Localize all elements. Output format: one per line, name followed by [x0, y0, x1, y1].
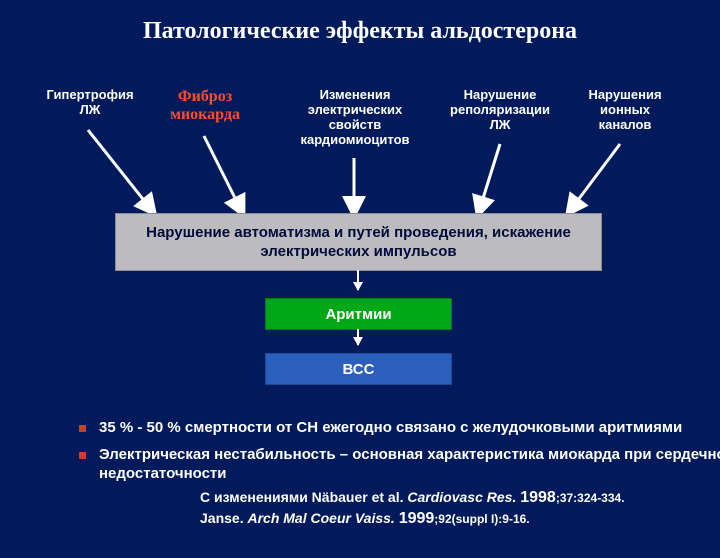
bullet-list: 35 % - 50 % смертности от СН ежегодно св…: [35, 419, 720, 491]
box-conduction: Нарушение автоматизма и путей проведения…: [115, 213, 602, 271]
slide-title: Патологические эффекты альдостерона: [0, 18, 720, 45]
box-arrhythmia: Аритмии: [265, 298, 452, 330]
cause-3: НарушениереполяризацииЛЖ: [440, 88, 560, 133]
causes-row: ГипертрофияЛЖ Фиброзмиокарда Измененияэлек…: [0, 88, 720, 178]
ref1-it: Cardiovasc Res.: [407, 489, 516, 505]
box1-text: Нарушение автоматизма и путей проведения…: [116, 223, 601, 262]
cause-0: ГипертрофияЛЖ: [40, 88, 140, 118]
box-scd: ВСС: [265, 353, 452, 385]
box3-text: ВСС: [343, 361, 375, 378]
flow-arrow-1: [357, 329, 359, 345]
cause-1: Фиброзмиокарда: [150, 88, 260, 125]
cause-4: Нарушенияионныхканалов: [575, 88, 675, 133]
ref2-pre: Janse.: [200, 510, 247, 526]
bullet-0: 35 % - 50 % смертности от СН ежегодно св…: [75, 419, 720, 438]
box2-text: Аритмии: [325, 306, 391, 323]
ref2-yr: 1999: [399, 510, 435, 527]
ref1-post: ;37:324-334.: [556, 491, 625, 505]
references: С изменениями Näbauer et al. Cardiovasc …: [200, 488, 690, 530]
ref-line-2: Janse. Arch Mal Coeur Vaiss. 1999;92(sup…: [200, 509, 690, 530]
flow-arrow-0: [357, 270, 359, 290]
ref2-post: ;92(suppl I):9-16.: [434, 512, 529, 526]
ref2-it: Arch Mal Coeur Vaiss.: [247, 510, 398, 526]
ref1-pre: С изменениями Näbauer et al.: [200, 489, 407, 505]
cause-2: Измененияэлектрическихсвойствкардиомиоци…: [285, 88, 425, 148]
ref-line-1: С изменениями Näbauer et al. Cardiovasc …: [200, 488, 690, 509]
bullet-1: Электрическая нестабильность – основная …: [75, 446, 720, 484]
ref1-yr: 1998: [520, 489, 556, 506]
